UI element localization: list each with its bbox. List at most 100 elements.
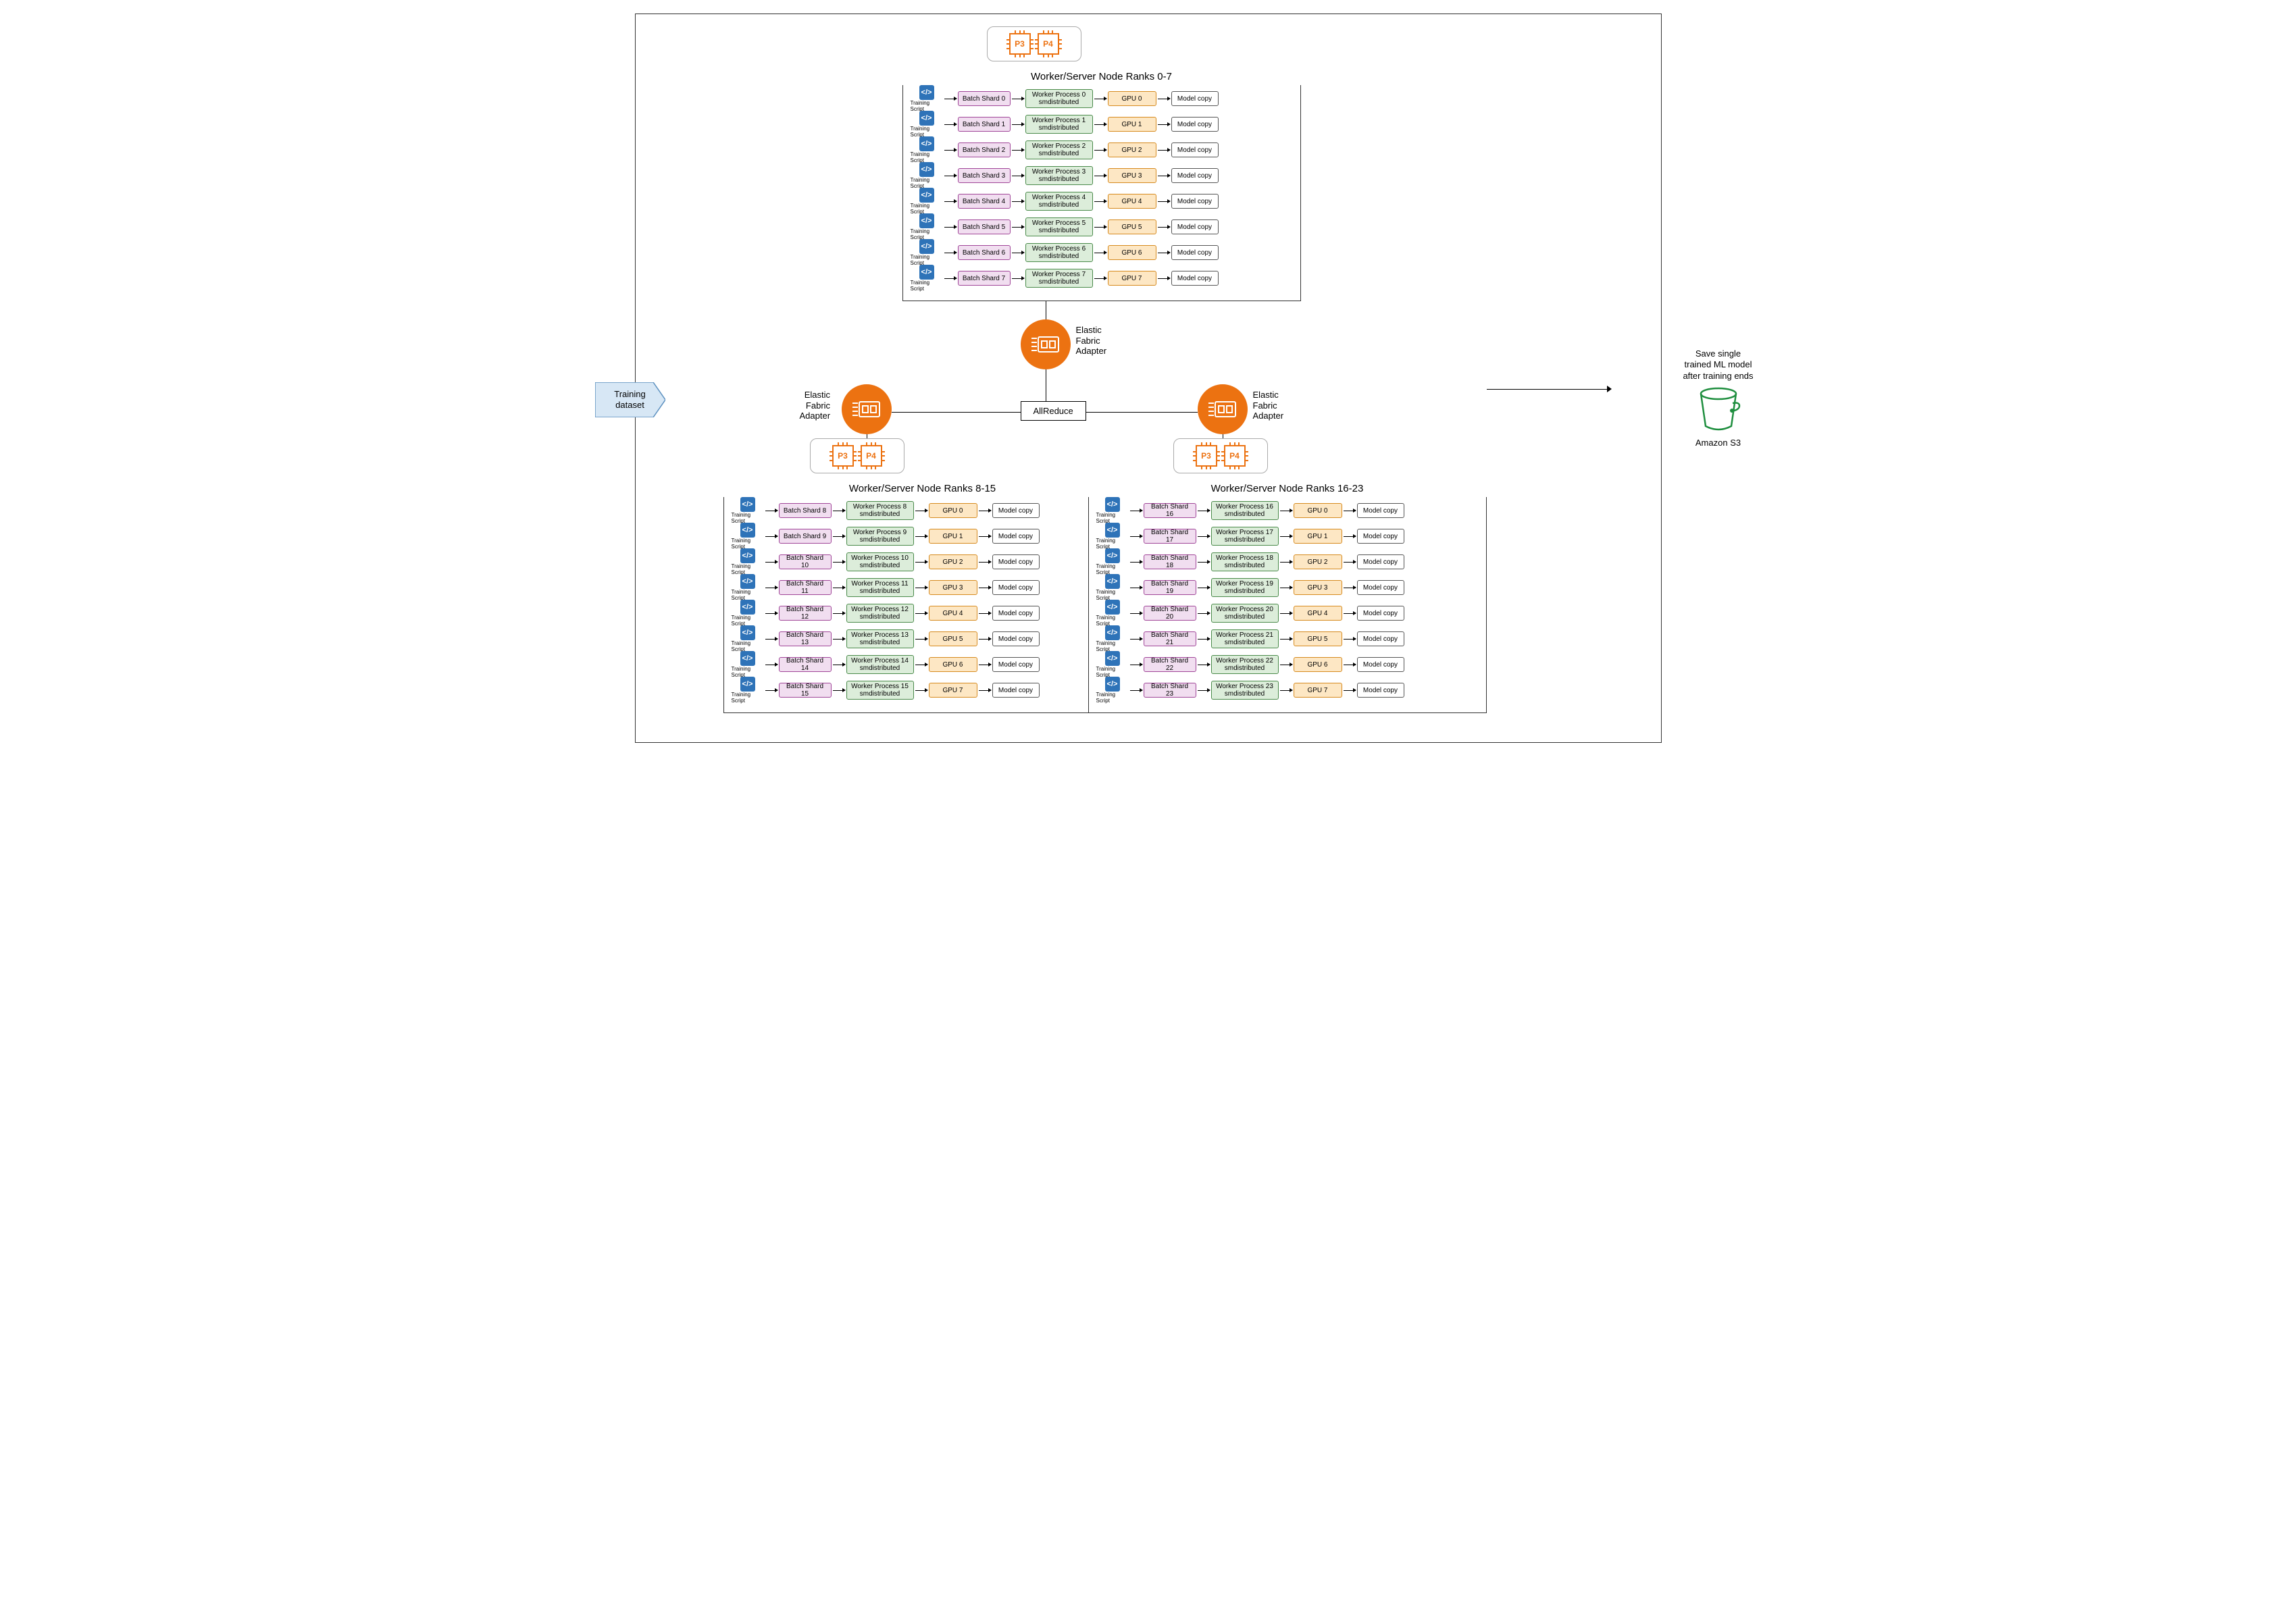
chip-icon: P4 [861, 445, 882, 467]
batch-shard: Batch Shard 8 [779, 503, 832, 518]
training-script: </>Training Script [732, 574, 764, 601]
code-icon: </> [1105, 574, 1120, 589]
training-script: </>Training Script [1096, 548, 1129, 575]
batch-shard: Batch Shard 5 [958, 219, 1011, 234]
model-copy: Model copy [1171, 117, 1219, 132]
gpu: GPU 1 [929, 529, 977, 544]
code-icon: </> [919, 162, 934, 177]
batch-shard: Batch Shard 9 [779, 529, 832, 544]
s3-bucket-icon [1695, 386, 1742, 433]
efa-icon [1030, 333, 1061, 356]
pipeline-row: </>Training ScriptBatch Shard 18Worker P… [1091, 550, 1484, 573]
node-title: Worker/Server Node Ranks 16-23 [1088, 477, 1487, 497]
training-script: </>Training Script [1096, 600, 1129, 627]
gpu: GPU 3 [1108, 168, 1156, 183]
pipeline-row: </>Training ScriptBatch Shard 5Worker Pr… [905, 215, 1298, 238]
worker-process: Worker Process 12smdistributed [846, 604, 914, 623]
gpu: GPU 4 [1294, 606, 1342, 621]
training-dataset-chevron: Trainingdataset [595, 382, 665, 417]
code-icon: </> [1105, 497, 1120, 512]
pipeline-row: </>Training ScriptBatch Shard 13Worker P… [726, 627, 1119, 650]
batch-shard: Batch Shard 13 [779, 631, 832, 646]
batch-shard: Batch Shard 14 [779, 657, 832, 672]
code-icon: </> [740, 523, 755, 538]
pipeline-row: </>Training ScriptBatch Shard 17Worker P… [1091, 525, 1484, 548]
model-copy: Model copy [1357, 631, 1404, 646]
batch-shard: Batch Shard 3 [958, 168, 1011, 183]
efa-node [1198, 384, 1248, 434]
model-copy: Model copy [1171, 271, 1219, 286]
batch-shard: Batch Shard 4 [958, 194, 1011, 209]
efa-label: ElasticFabricAdapter [800, 390, 831, 421]
model-copy: Model copy [1357, 529, 1404, 544]
worker-process: Worker Process 7smdistributed [1025, 269, 1093, 288]
model-copy: Model copy [1171, 91, 1219, 106]
instance-type-header: P3 P4 [810, 438, 904, 473]
pipeline-row: </>Training ScriptBatch Shard 0Worker Pr… [905, 87, 1298, 110]
model-copy: Model copy [1357, 657, 1404, 672]
s3-label: Amazon S3 [1668, 438, 1769, 448]
training-script: </>Training Script [911, 188, 943, 215]
worker-process: Worker Process 10smdistributed [846, 552, 914, 571]
gpu: GPU 5 [1294, 631, 1342, 646]
gpu: GPU 6 [1294, 657, 1342, 672]
pipeline-row: </>Training ScriptBatch Shard 10Worker P… [726, 550, 1119, 573]
worker-process: Worker Process 14smdistributed [846, 655, 914, 674]
model-copy: Model copy [1357, 606, 1404, 621]
training-script: </>Training Script [732, 497, 764, 524]
code-icon: </> [919, 239, 934, 254]
pipeline-row: </>Training ScriptBatch Shard 9Worker Pr… [726, 525, 1119, 548]
gpu: GPU 7 [1294, 683, 1342, 698]
training-script: </>Training Script [911, 111, 943, 138]
s3-output: Save singletrained ML modelafter trainin… [1668, 348, 1769, 448]
pipeline-row: </>Training ScriptBatch Shard 2Worker Pr… [905, 138, 1298, 161]
chip-label: P3 [838, 451, 848, 461]
code-icon: </> [740, 677, 755, 692]
efa-icon [851, 398, 882, 421]
worker-process: Worker Process 17smdistributed [1211, 527, 1279, 546]
pipeline-row: </>Training ScriptBatch Shard 15Worker P… [726, 679, 1119, 702]
training-script: </>Training Script [1096, 574, 1129, 601]
efa-label: ElasticFabricAdapter [1076, 325, 1107, 357]
gpu: GPU 2 [1108, 142, 1156, 157]
code-icon: </> [919, 111, 934, 126]
batch-shard: Batch Shard 0 [958, 91, 1011, 106]
worker-process: Worker Process 13smdistributed [846, 629, 914, 648]
training-script: </>Training Script [732, 651, 764, 678]
training-script-label: Training Script [732, 692, 764, 704]
worker-process: Worker Process 2smdistributed [1025, 140, 1093, 159]
model-copy: Model copy [1171, 168, 1219, 183]
gpu: GPU 4 [929, 606, 977, 621]
efa-label: ElasticFabricAdapter [1253, 390, 1284, 421]
model-copy: Model copy [1357, 683, 1404, 698]
pipeline-row: </>Training ScriptBatch Shard 19Worker P… [1091, 576, 1484, 599]
training-script: </>Training Script [1096, 523, 1129, 550]
pipeline-row: </>Training Script Batch Shard 14 Worker P… [726, 653, 1119, 676]
model-copy: Model copy [992, 683, 1040, 698]
pipeline-row: </>Training ScriptBatch Shard 21Worker P… [1091, 627, 1484, 650]
efa-node [842, 384, 892, 434]
code-icon: </> [1105, 600, 1120, 615]
chip-label: P3 [1201, 451, 1211, 461]
batch-shard: Batch Shard 23 [1144, 683, 1196, 698]
training-script: </>Training Script [911, 265, 943, 292]
model-copy: Model copy [992, 503, 1040, 518]
model-copy: Model copy [1357, 503, 1404, 518]
model-copy: Model copy [992, 580, 1040, 595]
architecture-diagram: Trainingdataset Save singletrained ML mo… [635, 14, 1662, 743]
gpu: GPU 7 [1108, 271, 1156, 286]
chip-icon: P3 [832, 445, 854, 467]
worker-process: Worker Process 23smdistributed [1211, 681, 1279, 700]
batch-shard: Batch Shard 2 [958, 142, 1011, 157]
worker-process: Worker Process 11smdistributed [846, 578, 914, 597]
worker-process: Worker Process 18smdistributed [1211, 552, 1279, 571]
gpu: GPU 0 [1108, 91, 1156, 106]
s3-caption: Save singletrained ML modelafter trainin… [1668, 348, 1769, 382]
model-copy: Model copy [1171, 219, 1219, 234]
training-script: </>Training Script [732, 548, 764, 575]
training-script: </>Training Script [911, 162, 943, 189]
training-script: </>Training Script [732, 677, 764, 704]
code-icon: </> [740, 497, 755, 512]
worker-process: Worker Process 4smdistributed [1025, 192, 1093, 211]
gpu: GPU 0 [1294, 503, 1342, 518]
